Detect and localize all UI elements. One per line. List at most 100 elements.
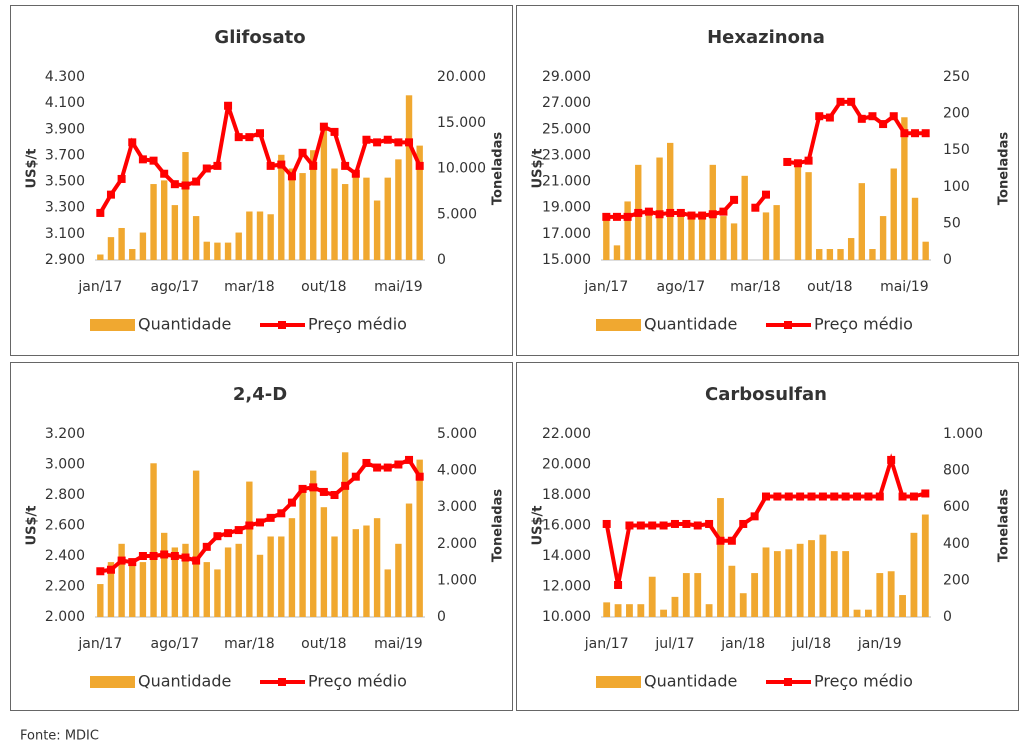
bar [626, 604, 633, 617]
bar [288, 518, 296, 617]
y-tick-label: 10.000 [542, 609, 591, 625]
line [100, 457, 422, 574]
x-tick-label: mai/19 [374, 636, 423, 652]
chart-panel: Hexazinona US$/t Toneladas 15.000 17.000 19.0… [516, 5, 1019, 356]
y2-tick-label: 3.000 [437, 499, 477, 515]
bar [858, 183, 865, 260]
marker [815, 112, 824, 121]
y-tick-label: 18.000 [542, 487, 591, 503]
bar [816, 249, 823, 260]
bar [384, 177, 391, 260]
bar [278, 536, 285, 617]
footer: Fonte: MDIC [20, 729, 99, 744]
y-tick-label: 22.000 [542, 426, 591, 442]
bar [363, 177, 370, 260]
marker [309, 483, 318, 492]
y-tick-label: 2.900 [45, 252, 85, 268]
y-tick-label: 3.100 [45, 226, 85, 242]
x-tick-label: jul/17 [654, 636, 694, 652]
marker [287, 172, 296, 181]
bar [819, 534, 827, 617]
y-tick-label: 27.000 [542, 95, 591, 111]
x-tick-label: jan/18 [720, 636, 765, 652]
bar [405, 95, 413, 260]
marker [796, 492, 805, 501]
marker [405, 455, 414, 464]
bar [739, 593, 747, 617]
y-tick-label: 3.200 [45, 426, 85, 442]
legend-label: Preço médio [814, 672, 913, 691]
legend-swatch [278, 678, 286, 686]
bar [97, 254, 104, 260]
marker [309, 161, 318, 170]
bar [97, 584, 104, 617]
bar [720, 216, 727, 260]
x-tick-label: mar/18 [224, 279, 275, 295]
marker [682, 519, 691, 528]
bar [150, 184, 157, 260]
y2-axis-label: Toneladas [491, 489, 506, 562]
bar [331, 536, 338, 617]
bar [876, 573, 884, 617]
marker [614, 580, 623, 589]
marker [330, 127, 339, 136]
y-tick-label: 3.500 [45, 174, 85, 190]
marker [687, 211, 696, 220]
marker [909, 492, 918, 501]
marker [921, 489, 930, 498]
marker [138, 552, 147, 560]
bar [384, 569, 391, 617]
bar [773, 551, 781, 617]
marker [96, 567, 105, 576]
marker [864, 492, 873, 501]
bar [267, 214, 274, 260]
legend-swatch [90, 319, 135, 331]
y-tick-label: 3.000 [45, 457, 85, 473]
bar [203, 241, 210, 260]
marker [879, 120, 888, 129]
bar [139, 562, 147, 617]
marker [170, 180, 179, 189]
bar [373, 200, 381, 260]
marker [266, 161, 275, 170]
marker [234, 526, 243, 535]
y-axis-label: US$/t [25, 506, 40, 546]
bar [214, 242, 221, 260]
marker [383, 135, 392, 144]
bar [395, 543, 402, 617]
y-tick-label: 16.000 [542, 518, 591, 534]
marker [648, 521, 657, 530]
y-tick-label: 29.000 [542, 69, 591, 85]
x-tick-label: jan/17 [584, 636, 629, 652]
bar [331, 168, 338, 260]
marker [351, 169, 360, 178]
marker [351, 472, 360, 481]
y2-tick-label: 1.000 [943, 426, 983, 442]
bar [235, 543, 242, 617]
bar [192, 216, 200, 260]
y-axis-label: US$/t [531, 506, 546, 546]
y2-tick-label: 0 [437, 609, 446, 625]
marker [830, 492, 839, 501]
bar [660, 609, 667, 617]
legend-label: Quantidade [644, 315, 737, 334]
bar [899, 595, 906, 617]
marker [373, 463, 382, 472]
y-tick-label: 23.000 [542, 147, 591, 163]
bar [717, 498, 724, 617]
chart-panel: Carbosulfan US$/t Toneladas 10.000 12.000 14.… [516, 362, 1019, 711]
bar [847, 238, 855, 260]
bar [224, 547, 232, 617]
marker [181, 181, 190, 190]
bar [395, 159, 402, 260]
marker [698, 211, 707, 220]
y-tick-label: 20.000 [542, 457, 591, 473]
y2-tick-label: 150 [943, 142, 970, 158]
x-tick-label: ago/17 [151, 636, 200, 652]
bar [624, 201, 631, 260]
bar [416, 459, 423, 617]
bar [288, 168, 296, 260]
y-tick-label: 3.300 [45, 200, 85, 216]
bar [637, 604, 645, 617]
bar [865, 609, 872, 617]
